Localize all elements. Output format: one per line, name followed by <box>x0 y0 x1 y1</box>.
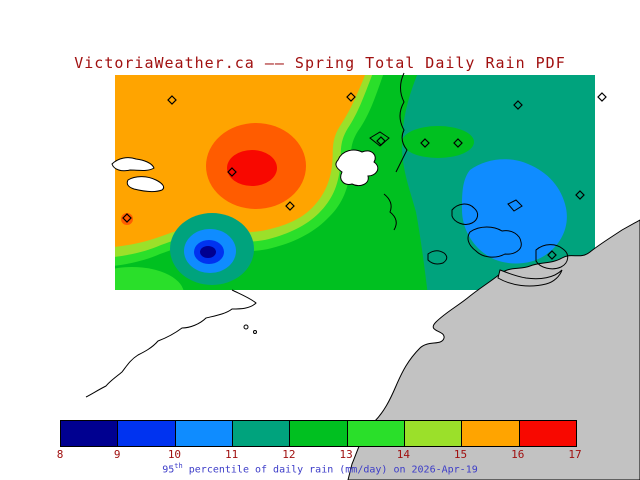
water-body-west-2 <box>126 176 165 193</box>
water-body-harbour <box>335 149 379 187</box>
station-marker-diamond <box>227 167 237 177</box>
station-marker-diamond <box>453 138 463 148</box>
colorbar-swatches <box>60 420 577 447</box>
colorbar-segment <box>346 421 404 446</box>
station-marker-diamond <box>167 95 177 105</box>
landmass-spit <box>497 269 563 287</box>
contour-field <box>115 75 595 290</box>
colorbar-segment <box>461 421 519 446</box>
caption-rest: percentile of daily rain (mm/day) on 202… <box>182 464 478 476</box>
caption-prefix: 95 <box>162 464 175 476</box>
coastline-islet <box>243 324 249 330</box>
colorbar-caption: 95th percentile of daily rain (mm/day) o… <box>0 462 640 475</box>
station-marker-diamond <box>547 250 557 260</box>
colorbar-segment <box>117 421 175 446</box>
coastline-island-5 <box>427 250 448 265</box>
coastline-inlet <box>383 193 397 231</box>
station-marker-diamond <box>597 92 607 102</box>
colorbar-tick-label: 14 <box>396 448 410 461</box>
station-marker-diamond <box>376 136 386 146</box>
colorbar-segment <box>403 421 462 446</box>
caption-superscript: th <box>174 462 183 470</box>
station-markers <box>122 92 607 260</box>
water-body-west-1 <box>111 157 155 172</box>
coastline-peninsula <box>369 131 390 147</box>
coastline-island-4 <box>507 199 523 212</box>
colorbar-tick-label: 8 <box>56 448 64 461</box>
coastline-islet <box>253 330 257 334</box>
colorbar-segment <box>174 421 232 446</box>
coastline-island-3 <box>535 244 569 270</box>
landmass-olympic-peninsula <box>347 219 640 480</box>
contour-secondary-high-speck <box>121 213 133 225</box>
colorbar-tick-label: 17 <box>568 448 582 461</box>
contour-brightgreen-southwest-corner <box>115 267 184 290</box>
station-marker-diamond <box>513 100 523 110</box>
station-marker-diamond <box>346 92 356 102</box>
colorbar-segment <box>518 421 576 446</box>
coastline-saanich <box>395 72 408 173</box>
colorbar-tick-label: 12 <box>282 448 296 461</box>
colorbar-tick-label: 16 <box>511 448 525 461</box>
contour-max-red-core <box>227 150 277 186</box>
coastlines-and-land <box>85 72 640 480</box>
figure-title: VictoriaWeather.ca –– Spring Total Daily… <box>74 54 566 72</box>
contour-min-navy-core <box>200 246 216 258</box>
contour-green-tongue <box>402 126 474 158</box>
colorbar-segment <box>289 421 347 446</box>
station-marker-diamond <box>575 190 585 200</box>
coastline-vancouver-island <box>85 289 257 398</box>
coastline-island-1 <box>451 203 479 225</box>
colorbar-ticks: 8 9 10 11 12 13 14 15 16 17 <box>56 448 582 461</box>
colorbar-tick-label: 11 <box>225 448 239 461</box>
colorbar-tick-label: 13 <box>339 448 353 461</box>
colorbar-segment <box>231 421 290 446</box>
colorbar-tick-label: 10 <box>167 448 182 461</box>
contour-low-pocket-azure-east <box>462 159 567 264</box>
coastline-island-2 <box>467 226 522 258</box>
station-marker-diamond <box>122 213 132 223</box>
station-marker-diamond <box>285 201 295 211</box>
colorbar-segment <box>61 421 118 446</box>
colorbar-tick-label: 9 <box>113 448 121 461</box>
colorbar-tick-label: 15 <box>453 448 468 461</box>
station-marker-diamond <box>420 138 430 148</box>
